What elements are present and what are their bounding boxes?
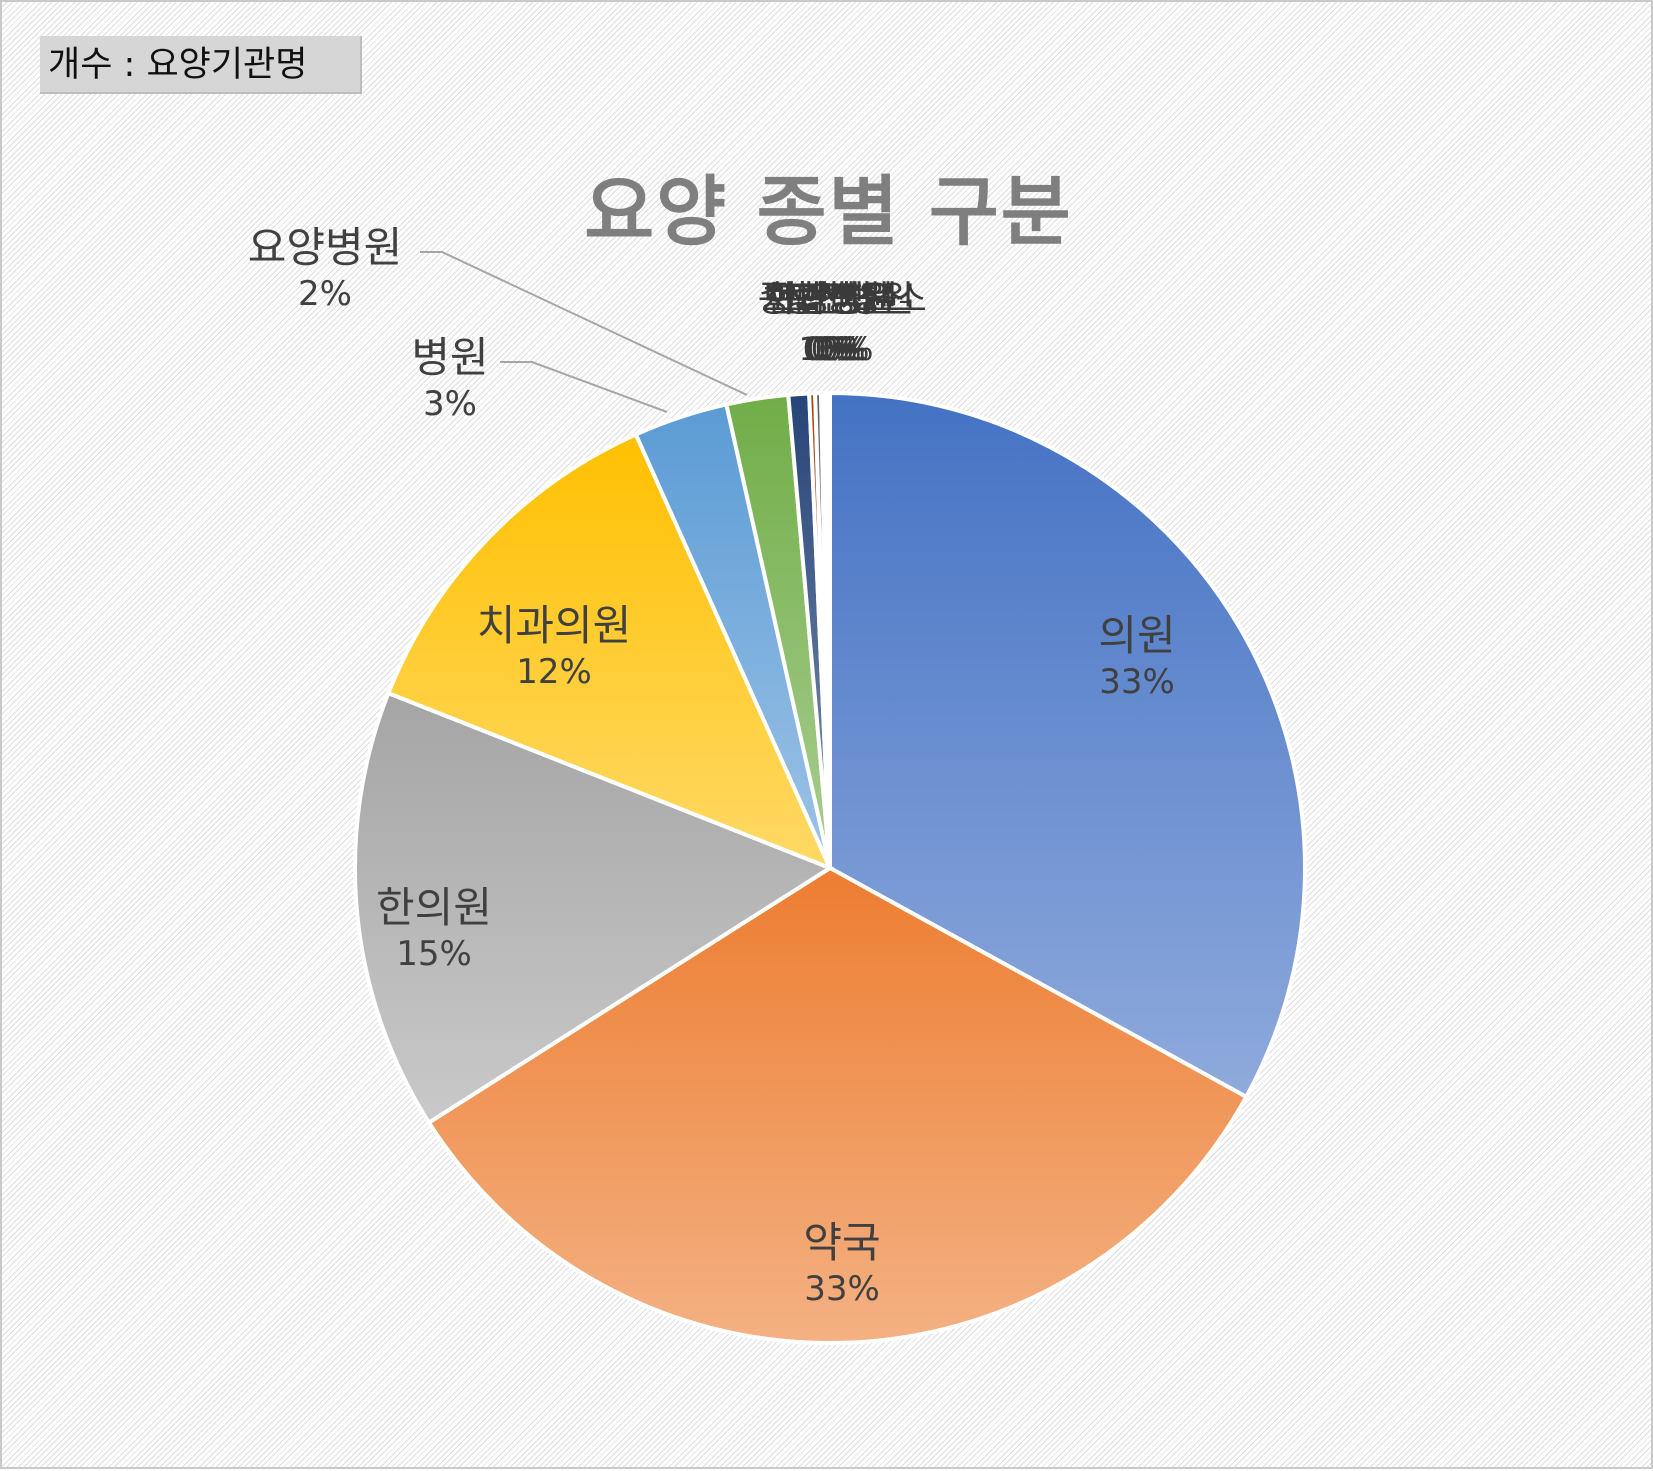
slice-label-name: 보건지소	[773, 279, 907, 320]
pie-slice[interactable]	[385, 431, 834, 872]
chart-title: 요양 종별 구분	[584, 167, 1073, 256]
leader-line	[420, 251, 748, 396]
slice-label-name: 치과병원	[761, 279, 895, 320]
slice-label-name: 보건진료소	[761, 279, 927, 320]
slice-label-name: 약국	[803, 1218, 881, 1267]
slice-label-percent: 0%	[802, 330, 854, 368]
slice-label-percent: 0%	[806, 330, 858, 368]
slice-label-name: 병원	[411, 333, 489, 382]
slice-label-name: 요양병원	[247, 223, 403, 272]
slice-label-name: 의원	[1098, 611, 1176, 660]
slice-label-name: 보건소	[786, 279, 886, 320]
slice-label-name: 한방병원	[765, 279, 899, 320]
slice-label-percent: 2%	[298, 274, 352, 314]
slice-label-percent: 1%	[798, 330, 850, 368]
field-button[interactable]: 개수 : 요양기관명	[40, 36, 362, 94]
slice-label-percent: 33%	[1099, 662, 1175, 702]
slice-label-percent: 3%	[423, 384, 477, 424]
slice-label-percent: 12%	[516, 652, 592, 692]
slice-label-name: 정신병원	[781, 279, 915, 320]
slice-label-percent: 0%	[822, 330, 874, 368]
slice-label-name: 종합병원	[757, 279, 891, 320]
slice-label-percent: 15%	[396, 934, 472, 974]
pie-slice[interactable]	[426, 865, 1249, 1345]
slice-label-percent: 0%	[818, 330, 870, 368]
slice-label-name: 한의원	[376, 883, 492, 932]
pie-slice[interactable]	[352, 690, 835, 1126]
slice-label-percent: 0%	[814, 330, 866, 368]
leader-line	[500, 361, 668, 413]
pie-slice[interactable]	[826, 390, 832, 869]
slice-label-percent: 0%	[810, 330, 862, 368]
slice-label-percent: 33%	[804, 1269, 880, 1309]
slice-label-name: 치과의원	[476, 601, 632, 650]
pie-slice[interactable]	[828, 390, 1307, 1100]
